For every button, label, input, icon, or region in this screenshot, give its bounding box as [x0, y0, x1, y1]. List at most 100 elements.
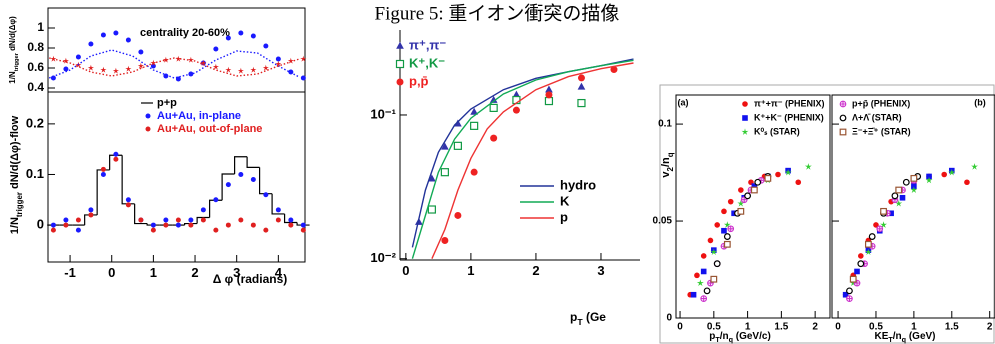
data-point	[839, 128, 847, 136]
data-point	[145, 126, 151, 132]
step-segment	[283, 213, 298, 224]
data-point	[62, 57, 69, 64]
y-axis-label-part: trigger	[14, 52, 20, 71]
data-point	[145, 113, 151, 119]
x-axis-label-part: /n	[893, 331, 902, 342]
data-point	[250, 66, 257, 73]
data-point	[470, 121, 479, 130]
y-axis-label-part: dN/d(Δφ)	[8, 16, 17, 53]
data-point	[150, 222, 156, 228]
data-point	[162, 56, 169, 63]
data-point	[225, 35, 231, 41]
data-point	[288, 222, 294, 228]
x-tick-label: 4	[275, 265, 283, 280]
step-segment	[234, 156, 248, 174]
data-point	[846, 287, 853, 295]
y-tick-label: 1	[37, 20, 44, 34]
x-tick-label: 0	[402, 263, 409, 278]
y-tick-label: 0.2	[26, 115, 44, 130]
legend-label: Λ+Λ̄ (STAR)	[852, 112, 902, 122]
data-point	[263, 43, 269, 49]
data-point	[512, 106, 520, 114]
data-point	[577, 98, 586, 108]
data-point	[742, 101, 748, 107]
data-point	[784, 168, 792, 176]
x-axis-label-part: p	[570, 310, 577, 324]
data-point	[300, 222, 306, 228]
x-tick-label: 3	[233, 265, 240, 280]
y-tick-label: 0.1	[658, 119, 672, 130]
data-point	[545, 85, 553, 93]
data-point	[427, 205, 436, 214]
x-tick-label: 1.5	[945, 322, 959, 333]
x-tick-label: 1	[911, 322, 917, 333]
y-axis-label-part: 2	[666, 166, 675, 171]
x-axis-label-part: T	[888, 335, 893, 344]
data-point	[454, 211, 462, 219]
data-point	[723, 233, 731, 240]
x-tick-label: 2	[812, 322, 818, 333]
data-point	[864, 240, 872, 248]
x-axis-label-part: q	[902, 335, 906, 344]
data-point	[910, 174, 918, 182]
x-axis-label-part: T	[715, 335, 720, 344]
data-point	[87, 64, 94, 71]
data-point	[212, 63, 219, 70]
step-segment	[121, 155, 135, 205]
data-point	[163, 222, 169, 228]
data-point	[721, 208, 727, 215]
data-point	[696, 279, 704, 286]
x-tick-label: -1	[64, 265, 76, 280]
line	[431, 62, 634, 259]
x-axis-label: Δ φ (radians)	[213, 272, 288, 286]
data-point	[742, 115, 748, 121]
y-tick-label: 0.8	[27, 40, 44, 54]
data-point	[804, 163, 812, 170]
data-point	[63, 217, 69, 223]
data-point	[163, 217, 169, 223]
y-tick-label: 10⁻¹	[370, 106, 396, 121]
data-point	[113, 30, 119, 36]
data-point	[88, 212, 94, 218]
data-point	[150, 227, 156, 233]
data-point	[125, 197, 131, 203]
data-point	[545, 91, 553, 99]
legend-label: K⁺+K⁻ (PHENIX)	[754, 112, 824, 122]
data-point	[738, 187, 744, 193]
panel-b: 0 0.5 1 1.5 2 KET/nq (GeV) (b)	[831, 94, 995, 344]
x-tick-label: 1.5	[774, 322, 788, 333]
x-axis-label-part: p	[709, 331, 715, 342]
data-point	[75, 54, 81, 60]
data-point	[941, 171, 948, 178]
x-tick-label: 1	[150, 265, 157, 280]
x-axis-label-part: T	[577, 317, 583, 327]
data-point	[849, 275, 857, 283]
panel-frame	[659, 84, 995, 344]
data-point	[964, 179, 970, 186]
x-tick-label: 1	[467, 263, 474, 278]
x-axis-label-part: (Ge	[583, 310, 607, 324]
data-point	[764, 174, 772, 182]
data-point	[846, 295, 853, 302]
data-point	[700, 253, 707, 259]
data-point	[275, 217, 281, 223]
data-point	[839, 114, 847, 122]
y-axis-label-part: 1/N	[8, 71, 17, 84]
data-point	[948, 168, 956, 176]
data-point	[262, 64, 269, 71]
data-point	[750, 186, 758, 194]
data-point	[880, 207, 887, 215]
data-point	[470, 168, 478, 176]
data-point	[150, 63, 156, 69]
data-point	[125, 37, 131, 43]
data-point	[868, 233, 876, 240]
x-axis-label-part: /n	[720, 331, 729, 342]
y-tick-label: 0.6	[27, 60, 44, 74]
legend-label: p,p̄	[409, 73, 429, 88]
data-point	[263, 227, 269, 233]
step-segment	[184, 222, 198, 226]
data-point	[714, 222, 721, 228]
